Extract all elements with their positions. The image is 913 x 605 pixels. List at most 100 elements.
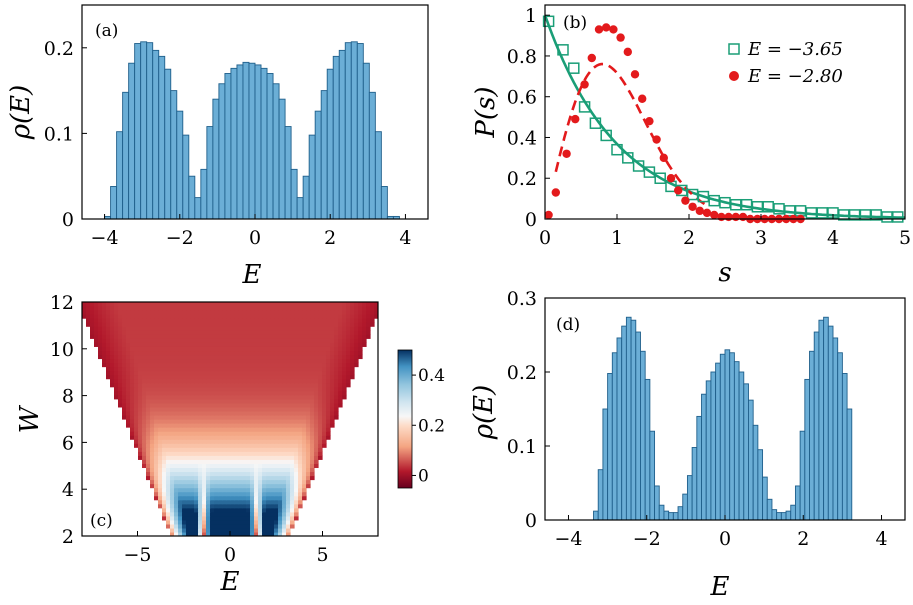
- heatmap-cell: [262, 499, 267, 505]
- heatmap-cell: [238, 451, 243, 456]
- heatmap-cell: [170, 338, 175, 343]
- heatmap-cell: [138, 423, 143, 428]
- heatmap-cell: [98, 302, 103, 307]
- heatmap-cell: [238, 326, 243, 331]
- heatmap-cell: [178, 427, 183, 432]
- panel-c-ytick-label: 8: [62, 386, 74, 408]
- heatmap-cell: [178, 491, 183, 497]
- heatmap-cell: [166, 378, 171, 384]
- heatmap-cell: [246, 346, 251, 352]
- colorbar-ticks: 00.20.4: [412, 366, 445, 486]
- heatmap-cell: [158, 463, 163, 469]
- heatmap-cell: [130, 378, 135, 384]
- heatmap-cell: [118, 366, 123, 372]
- heatmap-cell: [266, 435, 271, 440]
- heatmap-cell: [190, 314, 195, 319]
- heatmap-cell: [374, 302, 378, 307]
- heatmap-cell: [118, 322, 123, 327]
- heatmap-cell: [262, 342, 267, 347]
- heatmap-cell: [118, 306, 123, 311]
- heatmap-cell: [194, 338, 199, 343]
- heatmap-cell: [218, 362, 223, 368]
- heatmap-cell: [194, 390, 199, 396]
- heatmap-cell: [154, 447, 159, 452]
- heatmap-cell: [106, 334, 111, 339]
- heatmap-cell: [130, 350, 135, 356]
- heatmap-cell: [254, 427, 259, 432]
- heatmap-cell: [134, 310, 139, 315]
- heatmap-cell: [186, 419, 191, 424]
- heatmap-cell: [286, 503, 291, 509]
- panel-a-bar: [362, 62, 370, 220]
- heatmap-cell: [170, 419, 175, 424]
- heatmap-cell: [322, 378, 327, 384]
- heatmap-cell: [250, 523, 255, 529]
- series-1-point: [859, 209, 872, 221]
- heatmap-cell: [198, 511, 203, 517]
- heatmap-cell: [278, 423, 283, 428]
- heatmap-cell: [150, 322, 155, 327]
- heatmap-cell: [202, 435, 207, 440]
- heatmap-cell: [202, 386, 207, 392]
- heatmap-cell: [234, 443, 239, 448]
- heatmap-cell: [210, 439, 215, 444]
- heatmap-cell: [106, 310, 111, 315]
- heatmap-cell: [290, 435, 295, 440]
- heatmap-cell: [254, 471, 259, 477]
- heatmap-cell: [206, 531, 211, 536]
- heatmap-cell: [230, 330, 235, 335]
- heatmap-cell: [354, 322, 359, 327]
- heatmap-cell: [198, 507, 203, 513]
- series-2-point: [666, 174, 676, 183]
- heatmap-cell: [182, 414, 187, 420]
- heatmap-cell: [306, 330, 311, 335]
- heatmap-cell: [130, 310, 135, 315]
- heatmap-cell: [282, 358, 287, 364]
- heatmap-cell: [254, 398, 259, 404]
- heatmap-cell: [198, 346, 203, 352]
- heatmap-cell: [186, 306, 191, 311]
- heatmap-cell: [202, 346, 207, 352]
- heatmap-cell: [202, 310, 207, 315]
- heatmap-cell: [282, 386, 287, 392]
- heatmap-cell: [210, 386, 215, 392]
- heatmap-cell: [158, 447, 163, 452]
- heatmap-cell: [302, 366, 307, 372]
- heatmap-cell: [162, 507, 167, 513]
- heatmap-cell: [222, 475, 227, 481]
- heatmap-cell: [278, 419, 283, 424]
- heatmap-cell: [158, 427, 163, 432]
- heatmap-cell: [242, 354, 247, 360]
- heatmap-cell: [110, 314, 115, 319]
- heatmap-cell: [314, 358, 319, 364]
- heatmap-cell: [186, 374, 191, 380]
- heatmap-cell: [270, 358, 275, 364]
- heatmap-cell: [110, 354, 115, 360]
- heatmap-cell: [226, 423, 231, 428]
- heatmap-cell: [202, 374, 207, 380]
- heatmap-cell: [270, 523, 275, 529]
- heatmap-cell: [266, 419, 271, 424]
- heatmap-cell: [226, 310, 231, 315]
- heatmap-cell: [170, 310, 175, 315]
- heatmap-cell: [154, 455, 159, 460]
- heatmap-cell: [306, 431, 311, 436]
- heatmap-cell: [214, 354, 219, 360]
- heatmap-cell: [242, 302, 247, 307]
- heatmap-cell: [286, 479, 291, 485]
- heatmap-cell: [98, 310, 103, 315]
- heatmap-cell: [190, 431, 195, 436]
- heatmap-cell: [298, 414, 303, 420]
- heatmap-cell: [158, 314, 163, 319]
- heatmap-cell: [298, 427, 303, 432]
- heatmap-cell: [298, 447, 303, 452]
- heatmap-cell: [110, 310, 115, 315]
- series-1-point: [719, 196, 731, 209]
- heatmap-cell: [174, 326, 179, 331]
- heatmap-cell: [254, 503, 259, 509]
- heatmap-cell: [126, 370, 131, 376]
- heatmap-cell: [294, 503, 299, 509]
- heatmap-cell: [186, 322, 191, 327]
- heatmap-cell: [158, 354, 163, 360]
- heatmap-cell: [194, 463, 199, 469]
